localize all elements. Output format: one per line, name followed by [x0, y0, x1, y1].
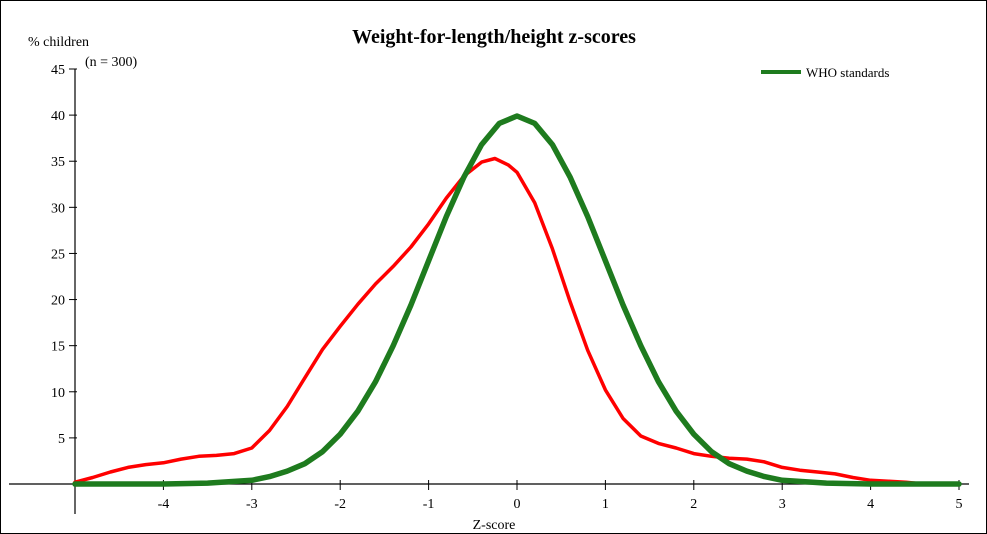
x-tick-label: 0	[514, 497, 521, 512]
y-tick-label: 5	[58, 432, 65, 447]
x-tick-label: 2	[690, 497, 697, 512]
series-layer	[72, 113, 962, 487]
series-line-sample	[73, 156, 917, 485]
y-tick-label: 20	[51, 294, 65, 309]
legend-label-who-standards: WHO standards	[806, 65, 889, 80]
y-tick-label: 30	[51, 201, 65, 216]
x-tick-label: 4	[867, 497, 874, 512]
x-tick-label: -3	[246, 497, 258, 512]
legend: WHO standards	[761, 65, 889, 80]
y-tick-label: 35	[51, 155, 65, 170]
y-tick-label: 40	[51, 109, 65, 124]
y-tick-label: 25	[51, 247, 65, 262]
x-tick-label: -1	[423, 497, 435, 512]
x-tick-label: 5	[956, 497, 963, 512]
y-axis-label: % children	[28, 35, 89, 50]
x-tick-label: 3	[779, 497, 786, 512]
x-tick-label: -4	[158, 497, 170, 512]
series-line-who-standards	[72, 113, 962, 487]
y-tick-label: 10	[51, 386, 65, 401]
x-tick-label: 1	[602, 497, 609, 512]
sample-size-label: (n = 300)	[85, 55, 138, 70]
x-axis-label: Z-score	[473, 518, 516, 533]
x-tick-label: -2	[334, 497, 346, 512]
chart-title: Weight-for-length/height z-scores	[352, 26, 636, 48]
y-tick-label: 45	[51, 63, 65, 78]
y-tick-label: 15	[51, 340, 65, 355]
